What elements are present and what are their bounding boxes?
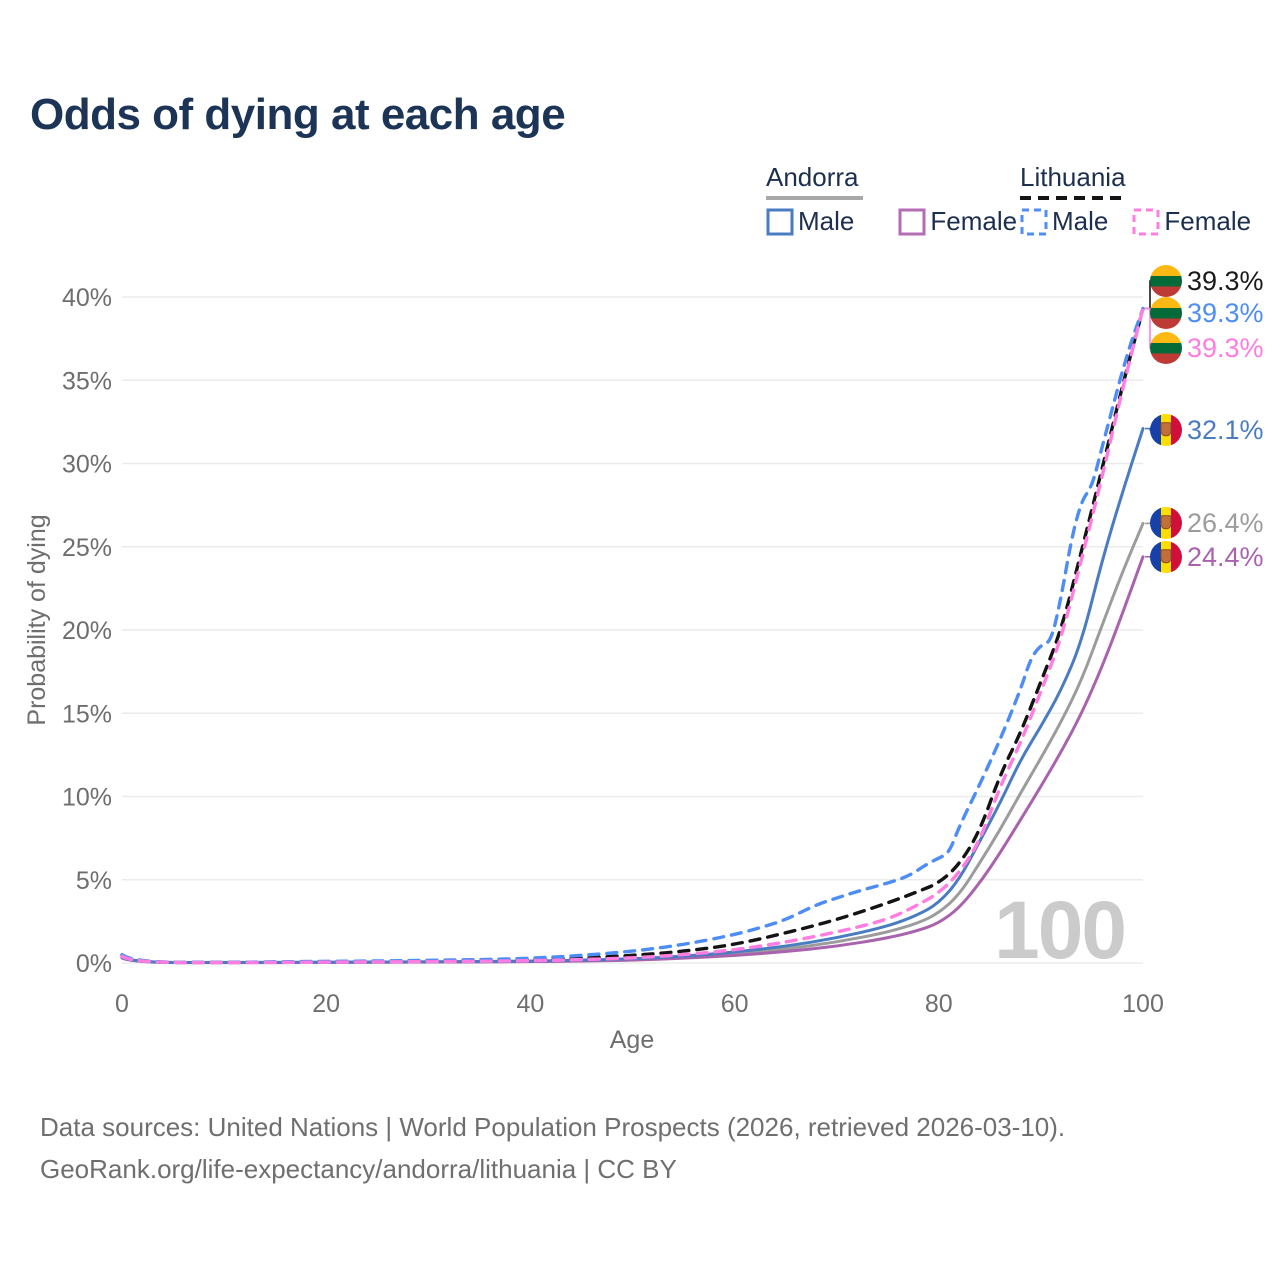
x-tick-label: 20 (312, 990, 340, 1018)
y-tick-label: 0% (76, 950, 112, 978)
x-tick-label: 60 (721, 990, 749, 1018)
footer-attribution-line[interactable]: GeoRank.org/life-expectancy/andorra/lith… (40, 1154, 677, 1184)
data-source-footer: Data sources: United Nations | World Pop… (40, 1106, 1065, 1190)
lithuania-female-swatch[interactable] (1132, 208, 1160, 236)
lithuania-flag-icon[interactable] (1150, 332, 1182, 364)
series-line-andorra-both[interactable] (120, 521, 1145, 965)
series-line-lithuania-both[interactable] (120, 306, 1145, 965)
y-tick-label: 20% (62, 617, 112, 645)
y-tick-label: 40% (62, 284, 112, 312)
andorra-flag-icon[interactable] (1150, 414, 1182, 446)
footer-sources-line: Data sources: United Nations | World Pop… (40, 1112, 1066, 1142)
y-tick-label: 25% (62, 534, 112, 562)
y-tick-label: 10% (62, 784, 112, 812)
end-label-lithuania-female: 39.3% (1150, 332, 1264, 364)
end-label-lithuania-male: 39.3% (1150, 297, 1264, 329)
end-label-value: 26.4% (1187, 507, 1264, 538)
y-tick-label: 35% (62, 367, 112, 395)
end-label-andorra-male: 32.1% (1150, 414, 1264, 446)
lithuania-flag-icon[interactable] (1150, 297, 1182, 329)
legend-group-andorra: Andorra Male Female (766, 162, 1017, 237)
legend-label-andorra-male[interactable]: Male (798, 206, 855, 236)
andorra-male-swatch[interactable] (766, 208, 794, 236)
y-tick-label: 5% (76, 867, 112, 895)
series-line-lithuania-female[interactable] (120, 306, 1145, 965)
x-tick-label: 40 (516, 990, 544, 1018)
end-label-value: 39.3% (1187, 297, 1264, 328)
andorra-line-style-swatch (766, 196, 863, 200)
series-line-lithuania-male[interactable] (120, 306, 1145, 965)
x-tick-label: 80 (925, 990, 953, 1018)
andorra-female-swatch[interactable] (898, 208, 926, 236)
lithuania-flag-icon[interactable] (1150, 265, 1182, 297)
legend-country-lithuania[interactable]: Lithuania (1020, 162, 1126, 192)
lithuania-male-swatch[interactable] (1020, 208, 1048, 236)
end-label-value: 32.1% (1187, 414, 1264, 445)
y-tick-label: 30% (62, 451, 112, 479)
y-tick-label: 15% (62, 700, 112, 728)
x-tick-label: 0 (115, 990, 129, 1018)
legend-label-lithuania-female[interactable]: Female (1164, 206, 1252, 236)
end-label-value: 24.4% (1187, 541, 1264, 572)
page-title: Odds of dying at each age (30, 90, 566, 139)
age-counter-watermark: 100 (994, 885, 1125, 976)
andorra-flag-icon[interactable] (1150, 541, 1182, 573)
lithuania-line-style-swatch (1020, 196, 1128, 200)
end-label-value: 39.3% (1187, 332, 1264, 363)
andorra-flag-icon[interactable] (1150, 507, 1182, 539)
legend-label-andorra-female[interactable]: Female (930, 206, 1018, 236)
x-tick-label: 100 (1122, 990, 1164, 1018)
legend-label-lithuania-male[interactable]: Male (1052, 206, 1109, 236)
end-label-value: 39.3% (1187, 265, 1264, 296)
x-axis-title: Age (610, 1026, 654, 1054)
legend-group-lithuania: Lithuania Male Female (1020, 162, 1251, 237)
end-label-andorra-both: 26.4% (1150, 507, 1264, 539)
legend-country-andorra[interactable]: Andorra (766, 162, 859, 192)
series-line-andorra-male[interactable] (120, 427, 1145, 965)
end-label-andorra-female: 24.4% (1150, 541, 1264, 573)
y-axis-title: Probability of dying (23, 514, 51, 725)
end-label-lithuania-both: 39.3% (1150, 265, 1264, 297)
